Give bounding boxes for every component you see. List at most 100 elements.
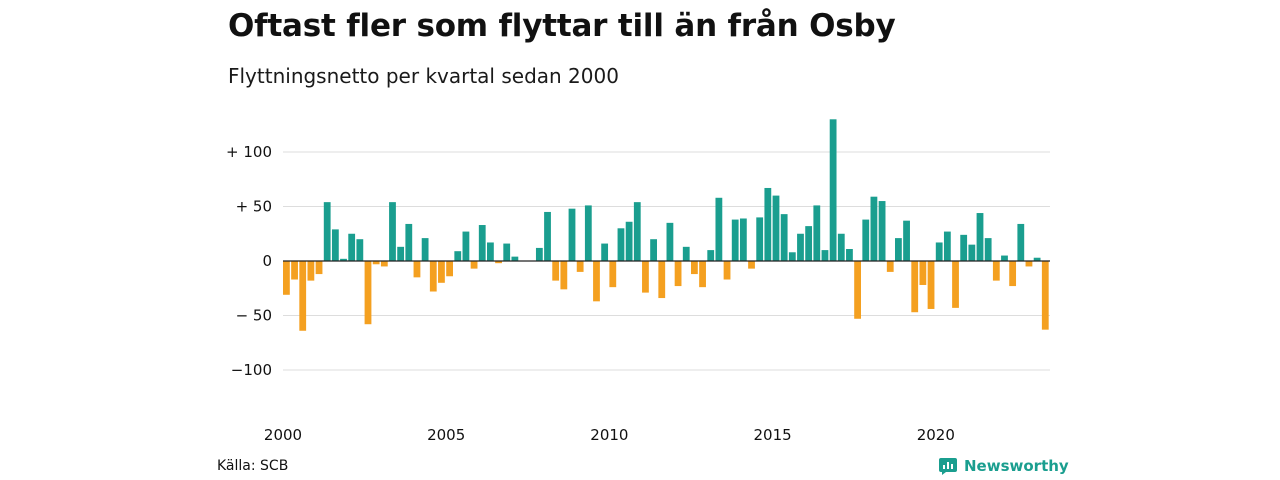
bar <box>715 197 723 261</box>
bars <box>283 119 1049 331</box>
x-tick-label: 2010 <box>590 426 628 444</box>
bar <box>723 261 731 280</box>
bar <box>886 261 894 272</box>
bar <box>413 261 421 278</box>
bar <box>658 261 666 299</box>
bar <box>805 226 813 261</box>
bar <box>731 219 739 261</box>
bar <box>625 221 633 261</box>
bar <box>633 202 641 261</box>
newsworthy-logo-icon <box>939 458 957 475</box>
bar <box>674 261 682 287</box>
bar <box>560 261 568 290</box>
bar <box>642 261 649 293</box>
bar <box>846 249 853 261</box>
chart-subtitle: Flyttningsnetto per kvartal sedan 2000 <box>228 64 619 88</box>
bar <box>960 234 968 261</box>
bar <box>544 211 551 261</box>
bar <box>862 219 870 261</box>
y-axis-ticks: + 100 + 50 0 − 50 −100 <box>226 143 272 379</box>
brand: Newsworthy <box>938 456 1069 476</box>
bar <box>984 238 992 261</box>
y-tick-label: + 50 <box>236 198 272 216</box>
bar <box>315 261 323 275</box>
bar <box>764 187 772 261</box>
bar <box>283 261 290 295</box>
bar <box>976 213 984 261</box>
bar <box>462 231 470 261</box>
bar <box>797 233 804 261</box>
bar <box>821 250 829 261</box>
x-tick-label: 2020 <box>917 426 955 444</box>
bar <box>552 261 560 281</box>
bar <box>919 261 927 285</box>
bar <box>739 218 747 261</box>
bar <box>903 220 910 261</box>
bar <box>307 261 315 281</box>
x-tick-label: 2000 <box>264 426 302 444</box>
bar <box>446 261 453 277</box>
bar <box>756 217 764 261</box>
bar <box>780 214 788 261</box>
bar <box>511 256 519 261</box>
bar <box>1033 257 1041 261</box>
bar <box>650 239 657 261</box>
y-tick-label: − 50 <box>236 307 272 325</box>
bar <box>911 261 919 313</box>
bar <box>854 261 861 319</box>
y-tick-label: + 100 <box>226 143 272 161</box>
bar <box>1017 223 1025 261</box>
bar <box>397 246 405 261</box>
gridlines <box>283 151 1050 371</box>
bar <box>487 242 494 261</box>
source-label: Källa: SCB <box>217 458 289 474</box>
bar <box>568 208 576 261</box>
bar <box>927 261 935 309</box>
bar <box>593 261 600 302</box>
bar <box>389 202 396 261</box>
bar <box>952 261 959 308</box>
x-tick-label: 2005 <box>427 426 465 444</box>
bar <box>748 261 755 269</box>
bar <box>935 242 943 261</box>
bar <box>772 195 780 261</box>
bar <box>895 238 902 261</box>
bar <box>438 261 445 283</box>
bar <box>291 261 298 280</box>
bar <box>503 243 511 261</box>
x-tick-label: 2015 <box>754 426 792 444</box>
bar <box>788 252 796 261</box>
bar <box>691 261 698 275</box>
bar <box>682 246 690 261</box>
bar <box>478 225 486 261</box>
bar <box>372 261 380 265</box>
bar <box>429 261 437 292</box>
y-tick-label: −100 <box>231 361 272 379</box>
y-tick-label: 0 <box>262 252 272 270</box>
bar <box>364 261 372 325</box>
bar <box>870 196 878 261</box>
bar <box>1009 261 1017 287</box>
bar <box>299 261 307 331</box>
bar <box>470 261 478 269</box>
bar <box>813 205 821 261</box>
bar <box>707 250 715 261</box>
bar <box>617 228 625 261</box>
bar <box>878 201 886 261</box>
brand-name: Newsworthy <box>964 457 1069 475</box>
bar <box>968 244 976 261</box>
bar <box>405 223 413 261</box>
bar <box>535 247 543 261</box>
bar <box>1041 261 1049 330</box>
x-axis-ticks: 2000 2005 2010 2015 2020 <box>264 426 955 444</box>
bar <box>495 261 502 264</box>
bar <box>601 243 609 261</box>
bar <box>576 261 584 272</box>
bar <box>380 261 388 267</box>
bar <box>1001 255 1008 261</box>
bar <box>992 261 1000 281</box>
bar <box>699 261 706 288</box>
bar <box>454 251 462 261</box>
bar <box>1025 261 1033 267</box>
